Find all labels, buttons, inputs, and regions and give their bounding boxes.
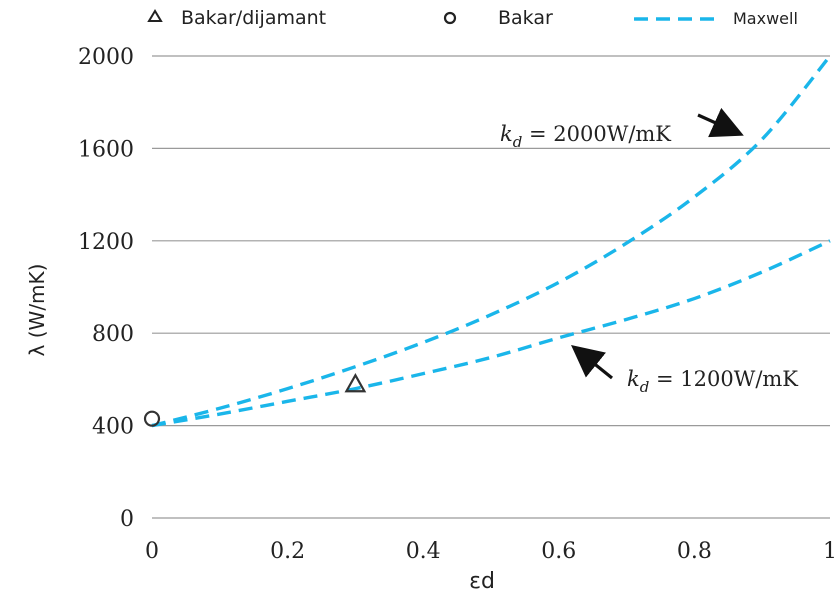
y-tick-label: 1600	[78, 137, 134, 162]
point-triangle	[344, 373, 367, 393]
y-tick-label: 0	[120, 507, 134, 532]
series-lines	[151, 54, 832, 428]
legend-circle-marker	[443, 11, 457, 25]
series-line-0	[151, 54, 832, 428]
annotation-label-1: kd = 1200W/mK	[627, 367, 798, 396]
annotation-arrow-0	[697, 107, 744, 138]
y-tick-label: 400	[92, 415, 134, 440]
y-tick-label: 2000	[78, 45, 134, 70]
x-tick-label: 1	[823, 539, 837, 564]
x-tick-label: 0	[145, 539, 159, 564]
y-tick-labels: 0 400 800 1200 1600 2000	[78, 45, 134, 532]
x-tick-label: 0.8	[677, 539, 712, 564]
gridlines	[152, 55, 830, 519]
y-axis-label: λ (W/mK)	[25, 264, 49, 357]
legend-label-1: Bakar	[498, 7, 553, 29]
legend-triangle-marker	[147, 9, 163, 22]
point-circle	[143, 410, 161, 427]
annotation-arrow-1	[571, 344, 614, 380]
x-tick-labels: 0 0.2 0.4 0.6 0.8 1	[145, 539, 837, 564]
series-line-1	[151, 239, 831, 428]
x-tick-label: 0.4	[406, 539, 441, 564]
x-axis-label: εd	[469, 569, 495, 594]
legend-label-0: Bakar/dijamant	[181, 7, 326, 29]
y-tick-label: 800	[92, 322, 134, 347]
annotations: kd = 2000W/mK kd = 1200W/mK	[500, 107, 798, 396]
legend-label-2: Maxwell	[733, 9, 798, 28]
y-tick-label: 1200	[78, 230, 134, 255]
annotation-label-0: kd = 2000W/mK	[500, 122, 671, 151]
legend: Bakar/dijamant Bakar Maxwell	[147, 7, 798, 29]
data-points	[143, 373, 367, 427]
x-tick-label: 0.6	[541, 539, 576, 564]
x-tick-label: 0.2	[270, 539, 305, 564]
